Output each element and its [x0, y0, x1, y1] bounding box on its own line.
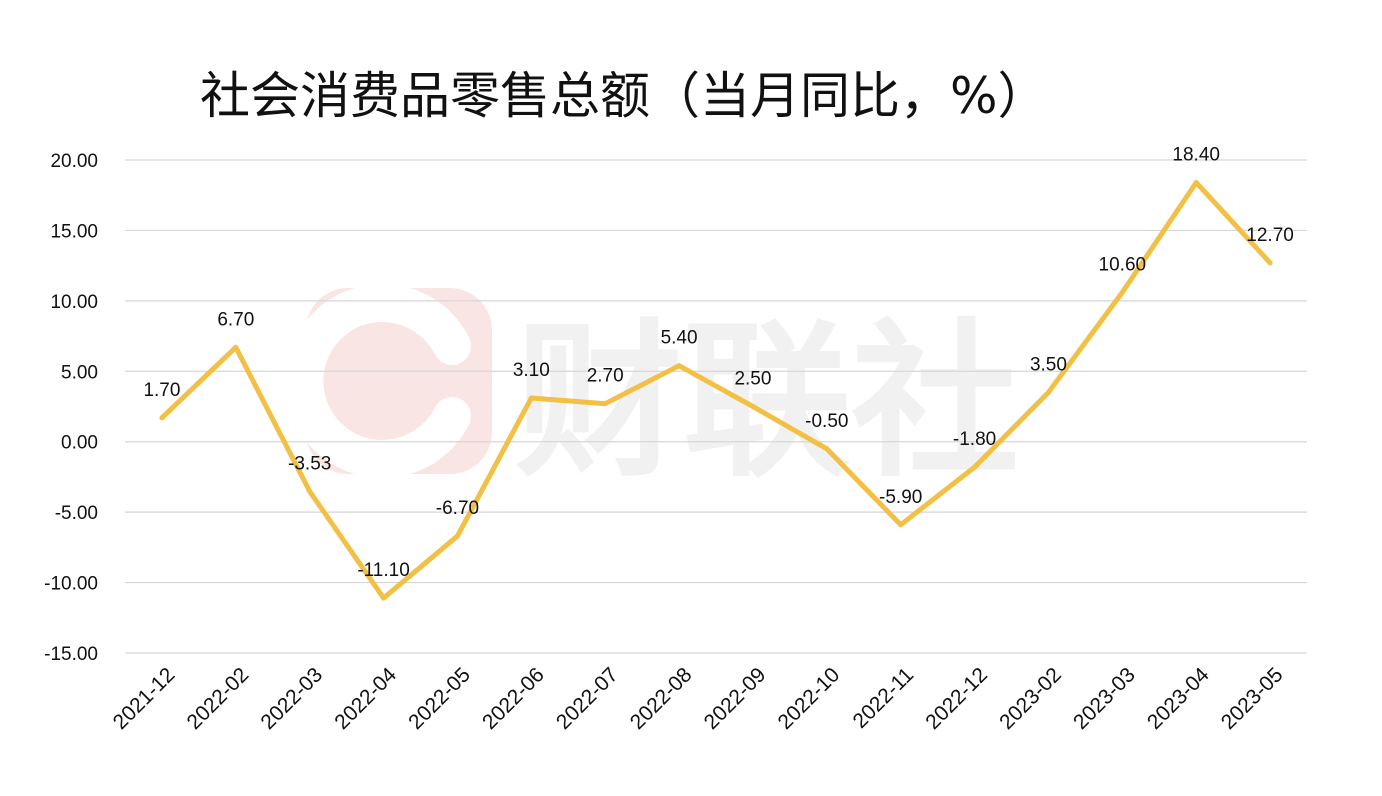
data-point — [381, 595, 387, 601]
data-point — [159, 415, 165, 421]
data-point — [972, 464, 978, 470]
y-tick-label: 5.00 — [61, 362, 98, 383]
x-tick-label: 2022-06 — [478, 663, 549, 734]
data-point — [454, 533, 460, 539]
data-label: -1.80 — [953, 429, 996, 450]
x-tick-label: 2022-11 — [849, 663, 919, 733]
x-tick-label: 2022-03 — [256, 663, 327, 734]
x-tick-label: 2023-03 — [1069, 663, 1140, 734]
data-label: 12.70 — [1246, 225, 1294, 246]
x-tick-label: 2022-10 — [774, 663, 845, 734]
data-point — [898, 522, 904, 528]
y-tick-label: -10.00 — [44, 574, 98, 595]
data-label: 3.50 — [1030, 354, 1067, 375]
x-tick-label: 2022-05 — [404, 663, 475, 734]
x-tick-label: 2022-04 — [330, 663, 401, 734]
y-tick-label: -5.00 — [55, 503, 98, 524]
data-label: 1.70 — [143, 380, 180, 401]
data-label: -5.90 — [879, 487, 922, 508]
data-point — [528, 395, 534, 401]
data-label: -3.53 — [288, 453, 331, 474]
data-label: 6.70 — [217, 309, 254, 330]
data-point — [1045, 389, 1051, 395]
x-tick-label: 2022-12 — [921, 663, 992, 734]
x-tick-label: 2022-07 — [552, 663, 623, 734]
y-tick-label: 0.00 — [61, 433, 98, 454]
data-point — [1267, 260, 1273, 266]
x-tick-label: 2022-09 — [700, 663, 771, 734]
y-tick-label: -15.00 — [44, 644, 98, 665]
x-tick-label: 2022-02 — [183, 663, 254, 734]
data-label: -6.70 — [436, 498, 479, 519]
data-point — [233, 344, 239, 350]
data-point — [750, 404, 756, 409]
data-label: 5.40 — [661, 328, 698, 349]
data-label: 2.50 — [734, 369, 771, 390]
x-tick-label: 2022-08 — [626, 663, 697, 734]
data-point — [824, 446, 830, 452]
data-label: 18.40 — [1172, 145, 1220, 166]
watermark: 财联社 — [285, 284, 1019, 500]
c-logo-icon — [285, 284, 492, 478]
data-point — [1193, 180, 1199, 186]
data-label: 2.70 — [587, 366, 624, 387]
y-tick-label: 15.00 — [50, 221, 98, 242]
data-point — [307, 488, 313, 494]
x-tick-label: 2021-12 — [109, 663, 180, 734]
data-label: -0.50 — [805, 411, 848, 432]
y-tick-label: 10.00 — [50, 292, 98, 313]
series-line — [159, 180, 1273, 601]
data-point — [1119, 289, 1125, 295]
data-point — [602, 401, 608, 407]
data-labels: 1.70 6.70 -3.53 -11.10 -6.70 3.10 2.70 5.40 2.50… — [143, 145, 1293, 582]
x-tick-label: 2023-02 — [995, 663, 1066, 734]
series — [159, 180, 1273, 601]
x-tick-label: 2023-04 — [1143, 663, 1214, 734]
data-point — [676, 363, 682, 369]
data-label: 3.10 — [513, 360, 550, 381]
data-label: 10.60 — [1099, 254, 1147, 275]
chart-title: 社会消费品零售总额（当月同比，%） — [200, 67, 1048, 125]
y-tick-label: 20.00 — [50, 151, 98, 172]
x-axis: 2021-12 2022-02 2022-03 2022-04 2022-05 2022-… — [109, 663, 1288, 734]
data-label: -11.10 — [357, 560, 409, 581]
x-tick-label: 2023-05 — [1217, 663, 1288, 734]
y-axis: 20.00 15.00 10.00 5.00 0.00 -5.00 -10.00 -15.00 — [44, 151, 98, 665]
